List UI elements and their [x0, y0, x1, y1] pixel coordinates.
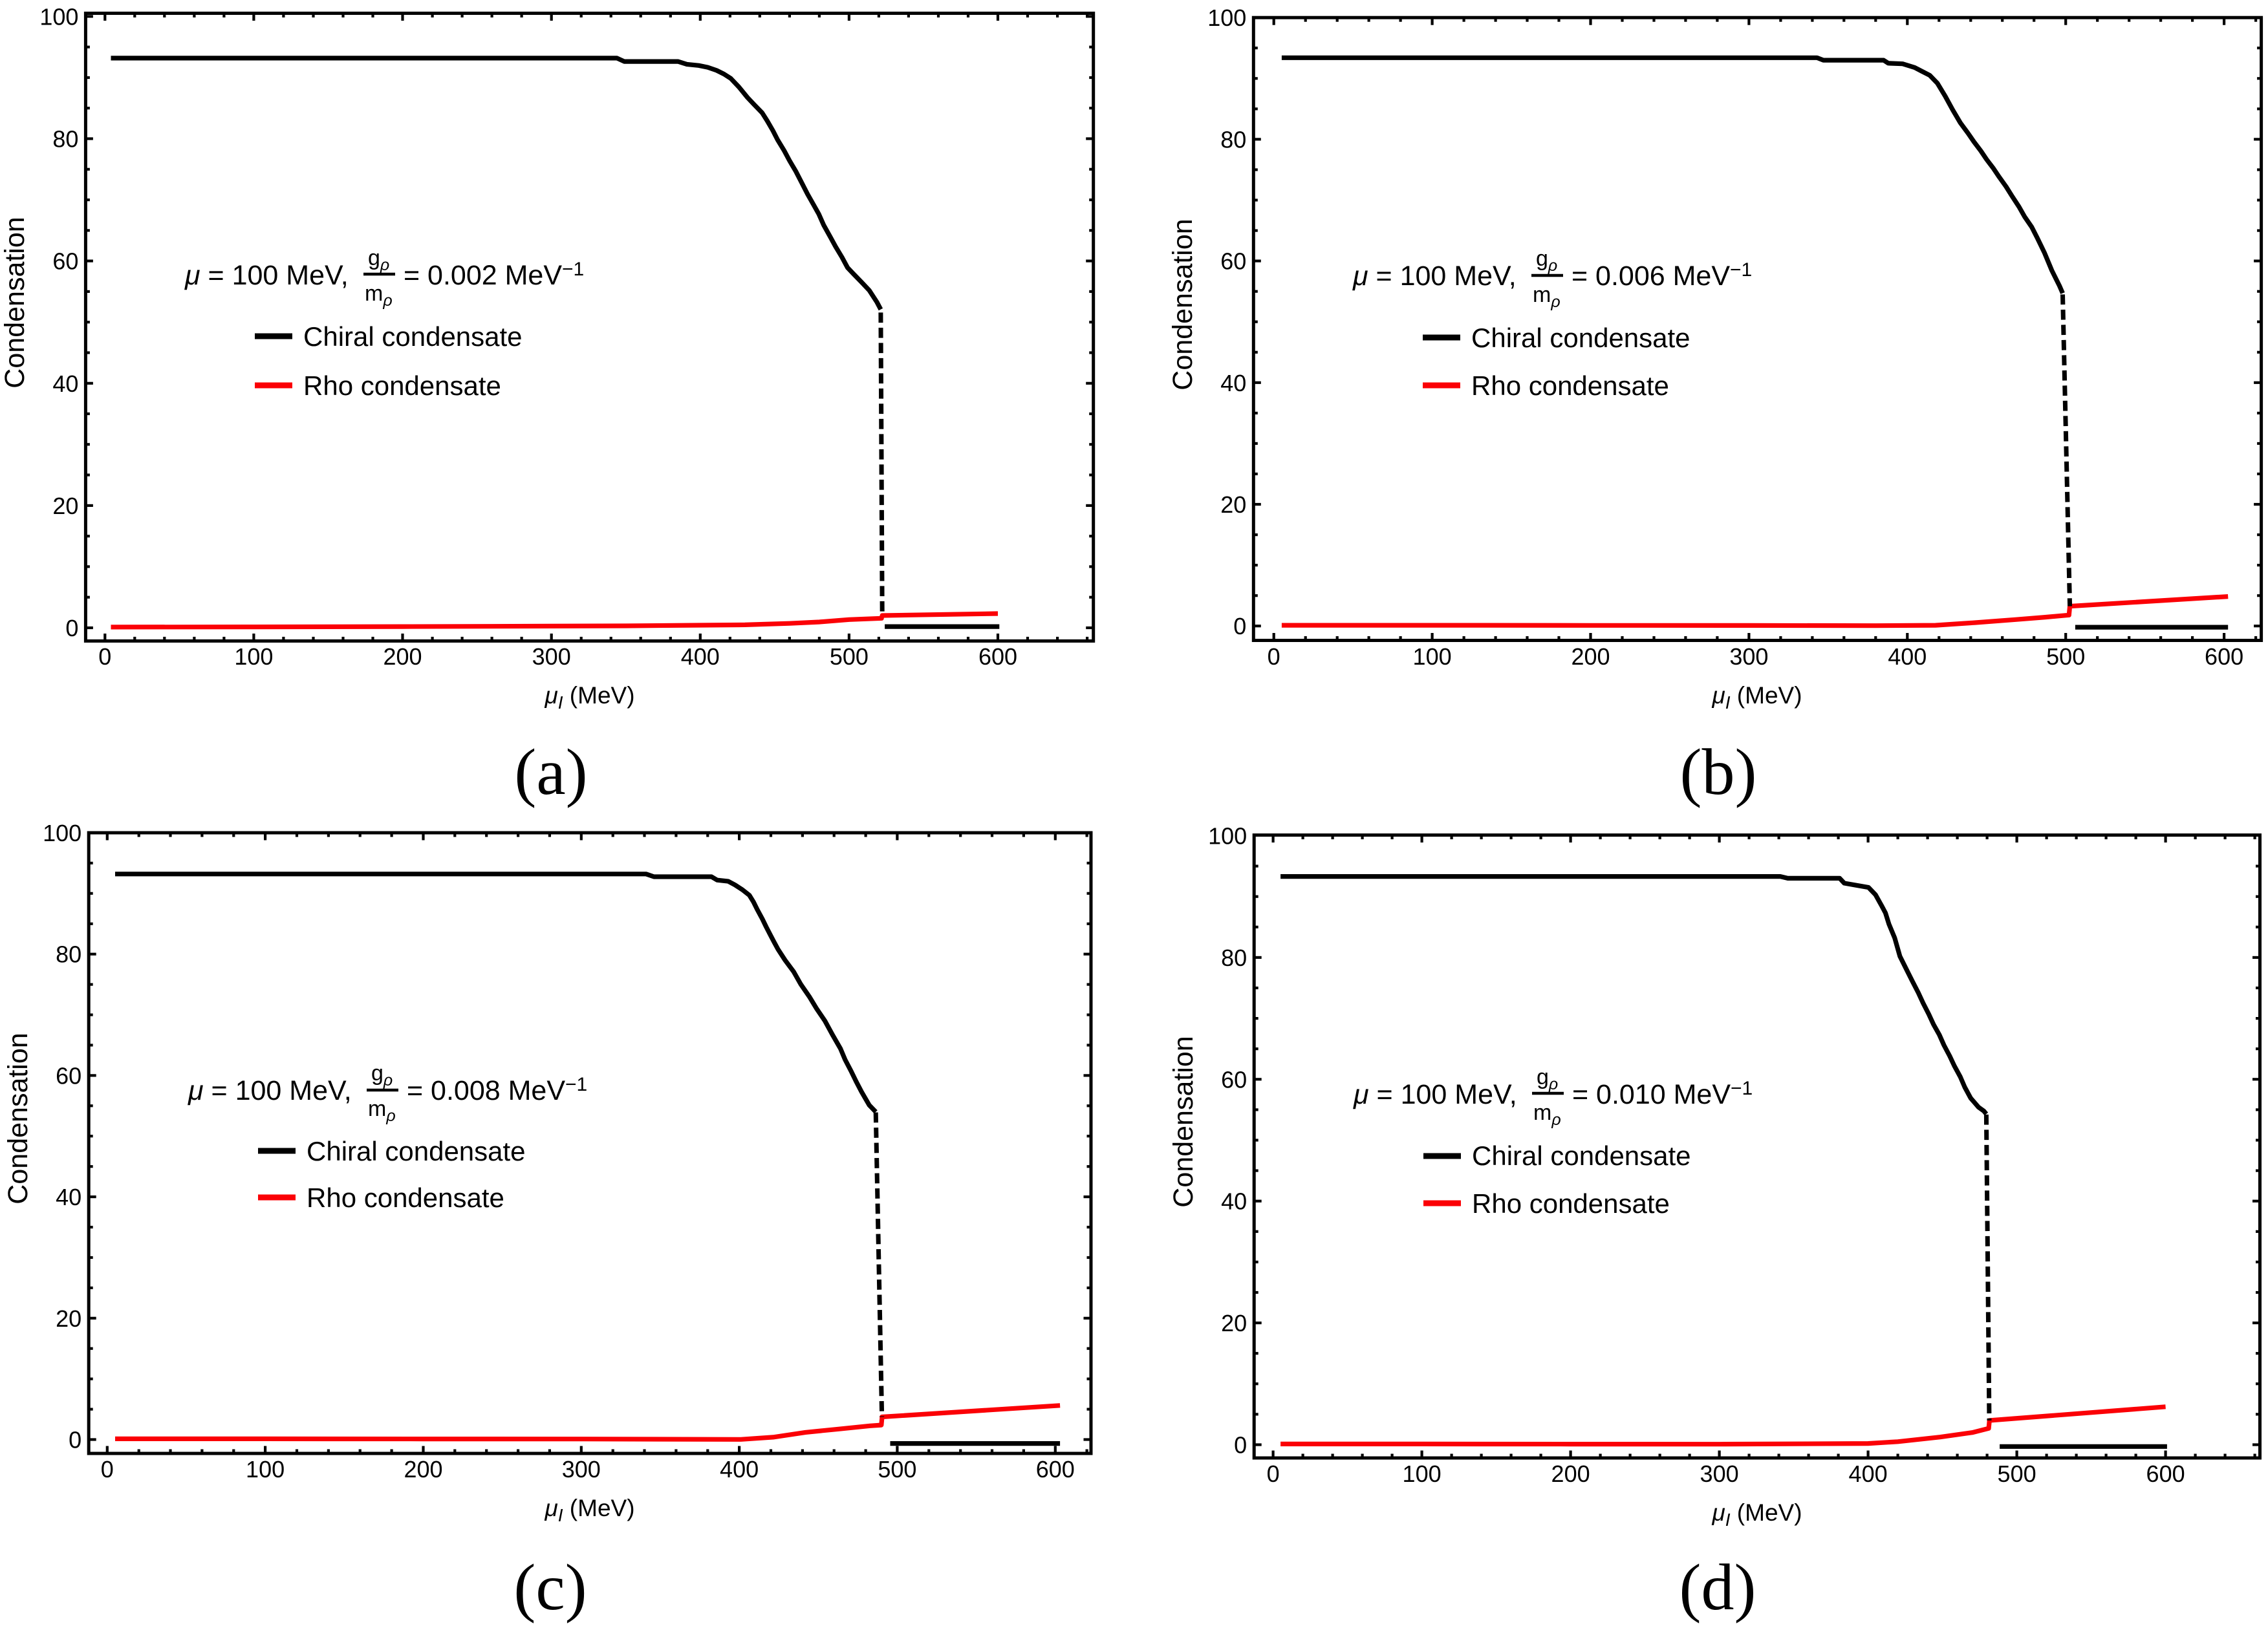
svg-text:Rho condensate: Rho condensate [1471, 370, 1669, 401]
svg-text:0: 0 [98, 643, 111, 670]
svg-text:40: 40 [1221, 1188, 1247, 1215]
svg-text:600: 600 [1036, 1456, 1075, 1483]
svg-text:600: 600 [978, 643, 1017, 670]
svg-text:40: 40 [1220, 370, 1246, 396]
svg-text:300: 300 [1729, 643, 1768, 670]
svg-text:gρ: gρ [1537, 1065, 1558, 1093]
svg-text:(b): (b) [1680, 736, 1757, 809]
svg-text:μ = 100 MeV,: μ = 100 MeV, [184, 260, 349, 291]
svg-text:(d): (d) [1679, 1551, 1756, 1624]
svg-text:μ = 100 MeV,: μ = 100 MeV, [1352, 261, 1517, 292]
svg-text:100: 100 [39, 3, 78, 30]
svg-text:Condensation: Condensation [1168, 1036, 1199, 1207]
svg-text:0: 0 [1233, 613, 1246, 639]
svg-text:0: 0 [101, 1456, 114, 1483]
svg-text:Chiral condensate: Chiral condensate [307, 1136, 526, 1166]
svg-text:600: 600 [2146, 1461, 2185, 1487]
svg-text:100: 100 [43, 820, 81, 846]
svg-text:(c): (c) [513, 1551, 587, 1624]
svg-text:20: 20 [52, 493, 78, 519]
svg-text:μ = 100 MeV,: μ = 100 MeV, [1353, 1079, 1517, 1110]
svg-text:0: 0 [69, 1427, 81, 1453]
svg-text:100: 100 [1208, 823, 1247, 850]
svg-text:100: 100 [1413, 643, 1452, 670]
svg-text:0: 0 [65, 615, 78, 641]
svg-text:400: 400 [1888, 643, 1927, 670]
svg-text:= 0.008 MeV−1: = 0.008 MeV−1 [407, 1074, 587, 1106]
svg-text:= 0.002 MeV−1: = 0.002 MeV−1 [404, 259, 584, 291]
svg-text:Chiral condensate: Chiral condensate [1472, 1141, 1691, 1171]
svg-text:0: 0 [1267, 1461, 1280, 1487]
svg-text:20: 20 [1221, 1310, 1247, 1336]
svg-text:40: 40 [52, 370, 78, 397]
svg-text:= 0.010 MeV−1: = 0.010 MeV−1 [1572, 1078, 1753, 1110]
svg-text:Rho condensate: Rho condensate [1472, 1188, 1670, 1219]
svg-text:(a): (a) [514, 736, 587, 809]
svg-text:400: 400 [720, 1456, 759, 1483]
svg-text:60: 60 [56, 1062, 81, 1089]
svg-text:200: 200 [383, 643, 422, 670]
svg-text:500: 500 [2046, 643, 2085, 670]
svg-text:40: 40 [56, 1184, 81, 1210]
svg-text:60: 60 [1220, 248, 1246, 275]
svg-text:Rho condensate: Rho condensate [303, 370, 501, 401]
svg-text:200: 200 [1571, 643, 1610, 670]
svg-text:Chiral condensate: Chiral condensate [1471, 323, 1690, 353]
svg-text:100: 100 [246, 1456, 285, 1483]
svg-text:300: 300 [562, 1456, 601, 1483]
svg-text:μ = 100 MeV,: μ = 100 MeV, [188, 1075, 352, 1106]
svg-text:μI (MeV): μI (MeV) [544, 1495, 634, 1525]
svg-text:Rho condensate: Rho condensate [307, 1183, 504, 1213]
svg-text:20: 20 [56, 1305, 81, 1332]
svg-text:600: 600 [2205, 643, 2243, 670]
svg-text:60: 60 [52, 248, 78, 275]
svg-text:μI (MeV): μI (MeV) [1711, 1499, 1802, 1530]
svg-text:80: 80 [1221, 945, 1247, 971]
svg-text:200: 200 [404, 1456, 442, 1483]
svg-text:80: 80 [1220, 126, 1246, 153]
svg-text:= 0.006 MeV−1: = 0.006 MeV−1 [1571, 259, 1752, 292]
svg-text:20: 20 [1220, 491, 1246, 518]
svg-text:μI (MeV): μI (MeV) [544, 682, 634, 712]
svg-text:Chiral condensate: Chiral condensate [303, 321, 523, 352]
svg-text:500: 500 [878, 1456, 916, 1483]
svg-text:200: 200 [1551, 1461, 1590, 1487]
svg-text:400: 400 [1849, 1461, 1888, 1487]
svg-text:80: 80 [52, 126, 78, 153]
svg-text:Condensation: Condensation [1167, 219, 1198, 390]
svg-text:100: 100 [234, 643, 273, 670]
svg-text:Condensation: Condensation [3, 1033, 34, 1204]
svg-text:80: 80 [56, 941, 81, 968]
svg-text:0: 0 [1268, 643, 1280, 670]
svg-text:500: 500 [830, 643, 869, 670]
svg-text:Condensation: Condensation [0, 217, 30, 388]
svg-text:μI (MeV): μI (MeV) [1711, 682, 1802, 712]
svg-text:100: 100 [1207, 5, 1246, 31]
svg-text:mρ: mρ [1533, 1100, 1561, 1129]
svg-text:0: 0 [1234, 1432, 1247, 1459]
svg-text:60: 60 [1221, 1066, 1247, 1093]
svg-text:300: 300 [1700, 1461, 1739, 1487]
svg-text:500: 500 [1998, 1461, 2036, 1487]
svg-text:300: 300 [532, 643, 571, 670]
svg-text:100: 100 [1403, 1461, 1442, 1487]
svg-text:400: 400 [681, 643, 720, 670]
